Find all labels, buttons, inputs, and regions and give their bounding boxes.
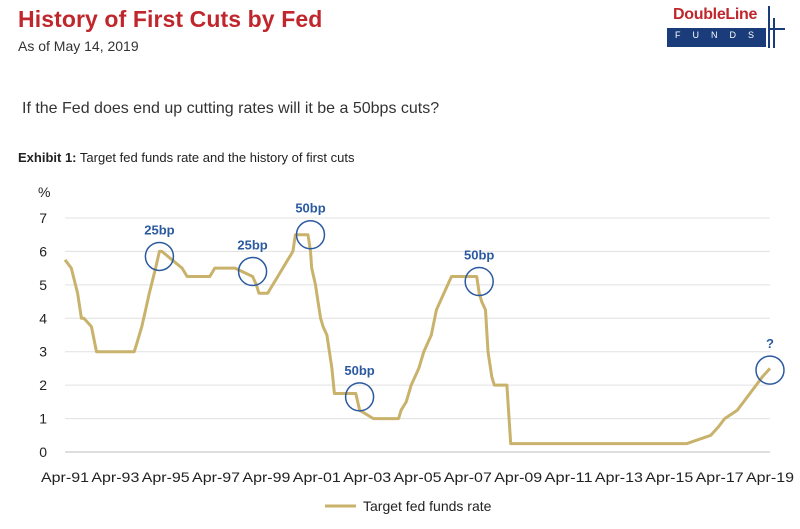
exhibit-text: Target fed funds rate and the history of… bbox=[79, 150, 355, 165]
x-tick-label: Apr-19 bbox=[746, 469, 794, 485]
series-line-target-fed-funds-rate bbox=[63, 233, 772, 446]
cut-size-label: 50bp bbox=[295, 201, 325, 216]
exhibit-label: Exhibit 1: bbox=[18, 150, 77, 165]
y-tick-label: 6 bbox=[39, 243, 47, 259]
cut-size-label: 25bp bbox=[144, 222, 174, 237]
first-cut-circle bbox=[344, 382, 375, 412]
y-tick-label: 0 bbox=[39, 444, 47, 460]
x-tick-label: Apr-15 bbox=[645, 469, 693, 485]
x-tick-label: Apr-99 bbox=[242, 469, 290, 485]
cut-size-label: 50bp bbox=[464, 248, 494, 263]
x-tick-label: Apr-07 bbox=[444, 469, 492, 485]
y-tick-label: 7 bbox=[39, 210, 47, 226]
legend-label: Target fed funds rate bbox=[363, 498, 492, 514]
y-tick-label: 4 bbox=[39, 310, 47, 326]
logo-bar bbox=[667, 28, 766, 47]
x-tick-label: Apr-09 bbox=[494, 469, 542, 485]
x-tick-label: Apr-93 bbox=[91, 469, 139, 485]
first-cut-circle bbox=[464, 266, 494, 297]
logo-horizontal-rule bbox=[768, 28, 785, 30]
x-tick-label: Apr-03 bbox=[343, 469, 391, 485]
x-tick-label: Apr-91 bbox=[41, 469, 89, 485]
cut-size-label: 25bp bbox=[237, 237, 267, 252]
x-tick-label: Apr-01 bbox=[293, 469, 341, 485]
logo-wordmark: DoubleLine bbox=[673, 6, 758, 23]
x-tick-label: Apr-95 bbox=[142, 469, 190, 485]
y-tick-label: 1 bbox=[39, 411, 47, 427]
x-tick-label: Apr-13 bbox=[595, 469, 643, 485]
logo-vertical-rule bbox=[768, 6, 770, 48]
x-tick-label: Apr-97 bbox=[192, 469, 240, 485]
first-cut-circle bbox=[144, 241, 175, 272]
chart-title: History of First Cuts by Fed bbox=[18, 6, 323, 32]
y-tick-label: 5 bbox=[39, 277, 47, 293]
cut-size-label: 50bp bbox=[344, 363, 374, 378]
logo-funds-text: FUNDS bbox=[675, 30, 766, 40]
doubleline-logo: DoubleLine FUNDS bbox=[667, 6, 785, 48]
first-cut-circle bbox=[755, 355, 785, 385]
y-axis-label: % bbox=[38, 184, 50, 200]
chart-subtitle: As of May 14, 2019 bbox=[18, 38, 139, 54]
x-tick-label: Apr-11 bbox=[545, 469, 593, 485]
first-cut-circle bbox=[237, 256, 268, 287]
cut-size-label: ? bbox=[766, 336, 774, 351]
first-cut-circle bbox=[295, 219, 326, 250]
y-tick-label: 3 bbox=[39, 344, 47, 360]
exhibit-caption: Exhibit 1: Target fed funds rate and the… bbox=[18, 150, 355, 165]
logo-vertical-rule-2 bbox=[773, 18, 775, 48]
question-text: If the Fed does end up cutting rates wil… bbox=[22, 100, 440, 117]
x-tick-label: Apr-17 bbox=[696, 469, 744, 485]
x-tick-label: Apr-05 bbox=[394, 469, 442, 485]
y-tick-label: 2 bbox=[39, 377, 47, 393]
